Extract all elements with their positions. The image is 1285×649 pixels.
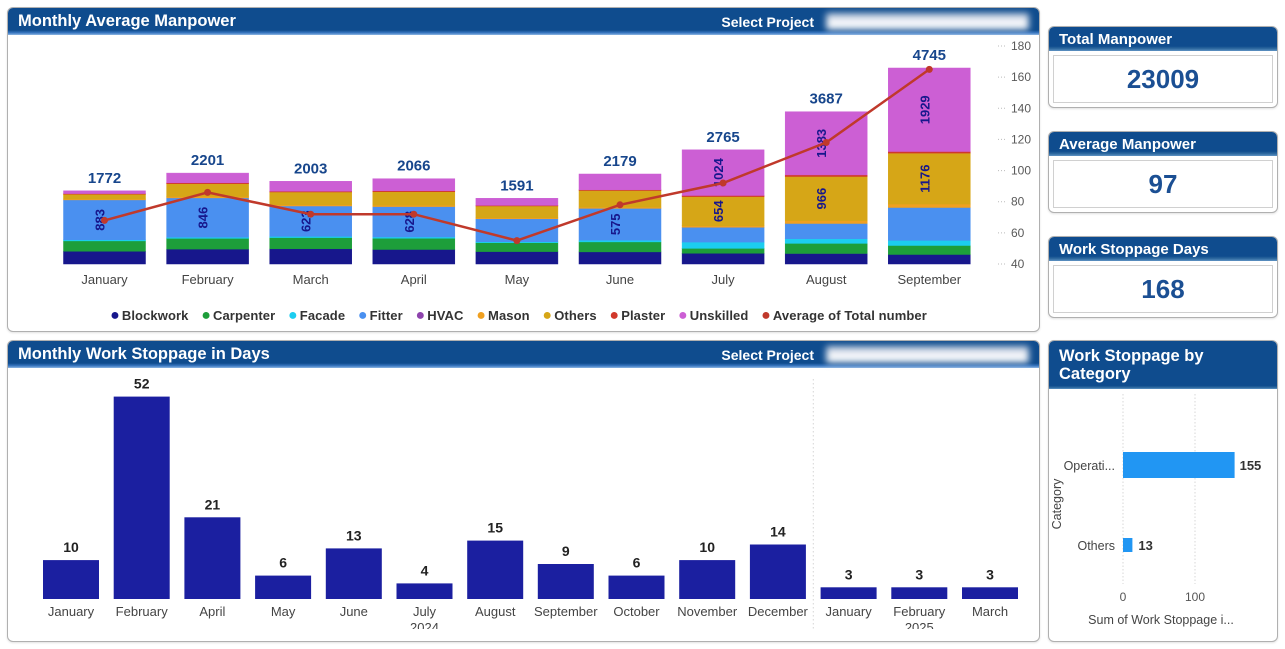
- svg-text:1772: 1772: [88, 170, 121, 187]
- svg-text:May: May: [271, 604, 296, 619]
- svg-text:March: March: [293, 272, 329, 287]
- svg-text:July: July: [712, 272, 736, 287]
- svg-text:July: July: [413, 604, 437, 619]
- svg-text:August: August: [806, 272, 847, 287]
- svg-text:May: May: [505, 272, 530, 287]
- svg-text:0: 0: [1120, 590, 1127, 604]
- svg-text:155: 155: [1240, 458, 1262, 473]
- svg-text:June: June: [340, 604, 368, 619]
- svg-text:654: 654: [711, 200, 726, 222]
- svg-text:January: January: [825, 604, 872, 619]
- svg-text:January: January: [48, 604, 95, 619]
- svg-text:846: 846: [196, 207, 211, 229]
- svg-text:June: June: [606, 272, 634, 287]
- svg-text:Operati...: Operati...: [1064, 459, 1115, 473]
- svg-text:March: March: [972, 604, 1008, 619]
- svg-text:August: August: [475, 604, 516, 619]
- svg-text:September: September: [898, 272, 962, 287]
- svg-text:January: January: [81, 272, 128, 287]
- svg-text:3: 3: [845, 566, 853, 582]
- svg-text:966: 966: [814, 188, 829, 210]
- svg-text:4745: 4745: [913, 47, 946, 64]
- svg-text:2025: 2025: [905, 620, 934, 629]
- svg-text:80: 80: [1011, 195, 1025, 209]
- svg-text:60: 60: [1011, 226, 1025, 240]
- svg-text:1176: 1176: [917, 164, 932, 192]
- svg-text:6: 6: [633, 555, 641, 571]
- svg-text:13: 13: [1138, 538, 1152, 553]
- svg-text:15: 15: [487, 520, 503, 536]
- svg-text:February: February: [182, 272, 235, 287]
- svg-text:1929: 1929: [917, 95, 932, 124]
- svg-text:2179: 2179: [603, 153, 636, 170]
- svg-text:Others: Others: [1077, 539, 1115, 553]
- svg-text:2765: 2765: [706, 129, 739, 146]
- svg-text:180: 180: [1011, 39, 1031, 53]
- svg-text:10: 10: [63, 539, 79, 555]
- svg-text:October: October: [613, 604, 660, 619]
- svg-text:3: 3: [915, 566, 923, 582]
- svg-text:2024: 2024: [410, 620, 439, 629]
- svg-text:Sum of Work Stoppage i...: Sum of Work Stoppage i...: [1088, 613, 1234, 627]
- svg-text:575: 575: [608, 213, 623, 235]
- svg-text:13: 13: [346, 527, 362, 543]
- svg-text:3687: 3687: [810, 91, 843, 108]
- svg-text:September: September: [534, 604, 598, 619]
- svg-text:4: 4: [421, 562, 429, 578]
- svg-text:14: 14: [770, 524, 786, 540]
- svg-text:2003: 2003: [294, 160, 327, 177]
- svg-text:120: 120: [1011, 132, 1031, 146]
- svg-text:December: December: [748, 604, 809, 619]
- svg-text:100: 100: [1185, 590, 1205, 604]
- svg-text:10: 10: [699, 539, 715, 555]
- svg-text:2066: 2066: [397, 158, 430, 175]
- svg-text:6: 6: [279, 555, 287, 571]
- svg-text:3: 3: [986, 566, 994, 582]
- svg-text:Category: Category: [1050, 478, 1064, 529]
- svg-text:140: 140: [1011, 101, 1031, 115]
- svg-text:160: 160: [1011, 70, 1031, 84]
- svg-text:November: November: [677, 604, 738, 619]
- svg-text:1591: 1591: [500, 177, 533, 194]
- svg-text:2201: 2201: [191, 152, 224, 169]
- svg-text:February: February: [893, 604, 946, 619]
- svg-text:April: April: [401, 272, 427, 287]
- svg-text:21: 21: [205, 496, 221, 512]
- svg-text:52: 52: [134, 376, 150, 392]
- svg-text:February: February: [116, 604, 169, 619]
- svg-text:40: 40: [1011, 257, 1025, 271]
- svg-text:April: April: [199, 604, 225, 619]
- svg-text:100: 100: [1011, 164, 1031, 178]
- svg-text:9: 9: [562, 543, 570, 559]
